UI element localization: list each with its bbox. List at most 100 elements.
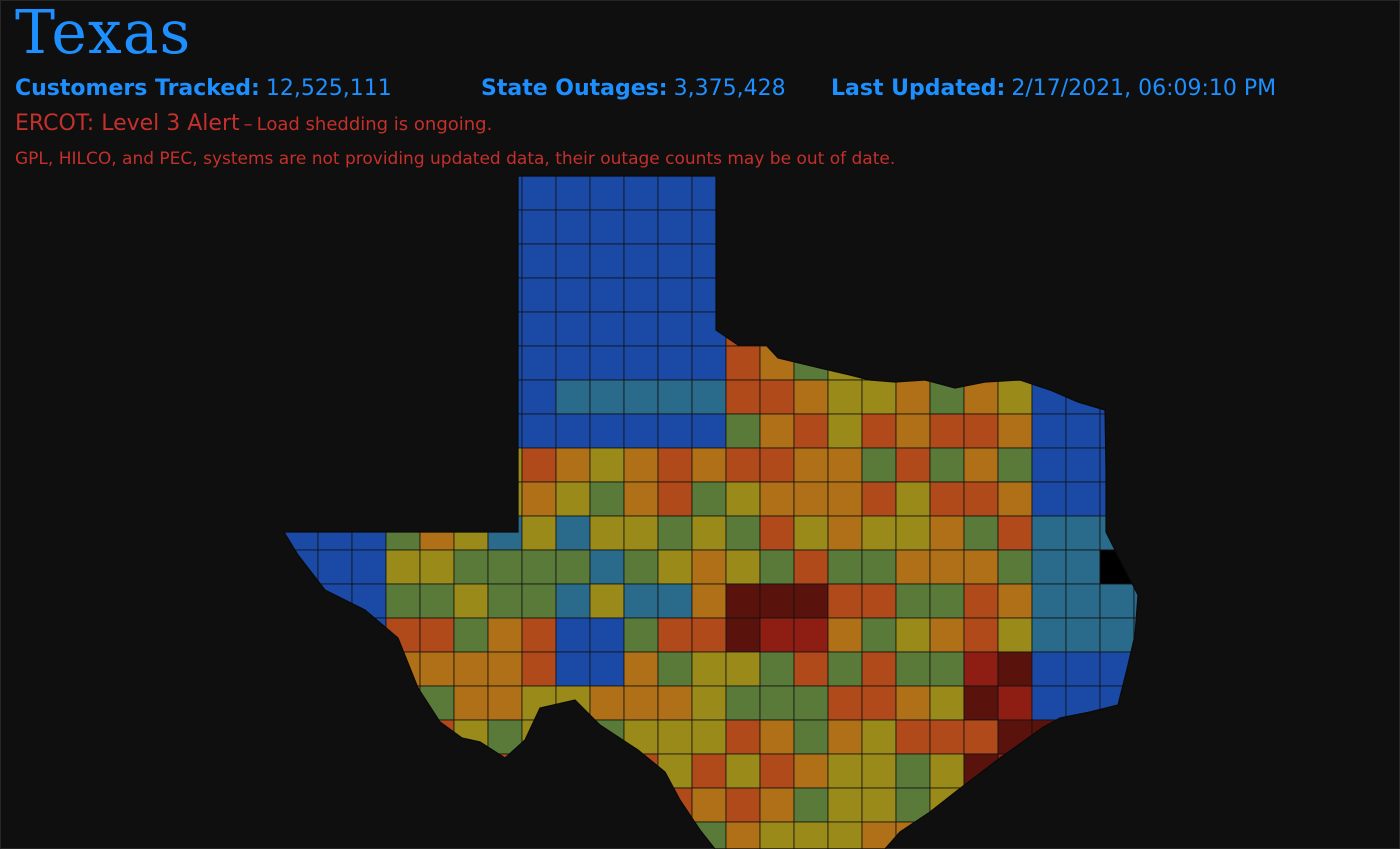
- county-region[interactable]: [623, 753, 659, 789]
- county-region[interactable]: [895, 515, 931, 551]
- county-region[interactable]: [351, 753, 387, 789]
- county-region[interactable]: [793, 685, 829, 721]
- county-region[interactable]: [1031, 311, 1067, 347]
- county-region[interactable]: [1133, 481, 1168, 517]
- county-region[interactable]: [419, 345, 455, 381]
- county-region[interactable]: [827, 651, 863, 687]
- county-region[interactable]: [284, 209, 319, 245]
- county-region[interactable]: [861, 413, 897, 449]
- county-region[interactable]: [1099, 753, 1135, 789]
- county-region[interactable]: [997, 651, 1033, 687]
- county-region[interactable]: [284, 515, 319, 551]
- county-region[interactable]: [997, 753, 1033, 789]
- county-region[interactable]: [284, 413, 319, 449]
- county-region[interactable]: [657, 209, 693, 245]
- county-region[interactable]: [861, 311, 897, 347]
- county-region[interactable]: [419, 379, 455, 415]
- county-region[interactable]: [793, 583, 829, 619]
- county-region[interactable]: [691, 379, 727, 415]
- county-region[interactable]: [284, 821, 319, 849]
- county-region[interactable]: [555, 209, 591, 245]
- county-region[interactable]: [1031, 243, 1067, 279]
- county-region[interactable]: [385, 209, 421, 245]
- county-region[interactable]: [385, 413, 421, 449]
- county-region[interactable]: [521, 549, 557, 585]
- county-region[interactable]: [827, 345, 863, 381]
- county-region[interactable]: [351, 311, 387, 347]
- county-region[interactable]: [1099, 719, 1135, 755]
- county-region[interactable]: [657, 243, 693, 279]
- county-region[interactable]: [385, 583, 421, 619]
- county-region[interactable]: [589, 583, 625, 619]
- county-region[interactable]: [657, 277, 693, 313]
- county-region[interactable]: [657, 583, 693, 619]
- county-region[interactable]: [487, 311, 523, 347]
- county-region[interactable]: [759, 413, 795, 449]
- county-region[interactable]: [1065, 481, 1101, 517]
- county-region[interactable]: [963, 651, 999, 687]
- county-region[interactable]: [725, 413, 761, 449]
- county-region[interactable]: [963, 447, 999, 483]
- county-region[interactable]: [759, 209, 795, 245]
- county-region[interactable]: [419, 685, 455, 721]
- county-region[interactable]: [623, 719, 659, 755]
- county-region[interactable]: [1065, 209, 1101, 245]
- county-region[interactable]: [997, 379, 1033, 415]
- county-region[interactable]: [487, 413, 523, 449]
- county-region[interactable]: [1133, 821, 1168, 849]
- county-region[interactable]: [453, 651, 489, 687]
- county-region[interactable]: [827, 719, 863, 755]
- county-region[interactable]: [453, 583, 489, 619]
- county-region[interactable]: [895, 549, 931, 585]
- county-region[interactable]: [1031, 277, 1067, 313]
- county-region[interactable]: [1099, 821, 1135, 849]
- county-region[interactable]: [963, 753, 999, 789]
- county-region[interactable]: [555, 515, 591, 551]
- county-region[interactable]: [1099, 379, 1135, 415]
- county-region[interactable]: [861, 685, 897, 721]
- county-region[interactable]: [487, 685, 523, 721]
- county-region[interactable]: [1133, 515, 1168, 551]
- county-region[interactable]: [623, 345, 659, 381]
- county-region[interactable]: [657, 515, 693, 551]
- county-region[interactable]: [997, 617, 1033, 653]
- county-region[interactable]: [895, 821, 931, 849]
- county-region[interactable]: [385, 719, 421, 755]
- county-region[interactable]: [997, 719, 1033, 755]
- county-region[interactable]: [691, 481, 727, 517]
- county-region[interactable]: [317, 345, 353, 381]
- county-region[interactable]: [861, 821, 897, 849]
- county-region[interactable]: [419, 243, 455, 279]
- county-region[interactable]: [385, 821, 421, 849]
- county-region[interactable]: [997, 311, 1033, 347]
- county-region[interactable]: [589, 685, 625, 721]
- county-region[interactable]: [997, 243, 1033, 279]
- county-region[interactable]: [385, 549, 421, 585]
- county-region[interactable]: [997, 549, 1033, 585]
- county-region[interactable]: [725, 651, 761, 687]
- county-region[interactable]: [521, 481, 557, 517]
- county-region[interactable]: [385, 447, 421, 483]
- county-region[interactable]: [929, 685, 965, 721]
- county-region[interactable]: [589, 243, 625, 279]
- county-region[interactable]: [997, 209, 1033, 245]
- county-region[interactable]: [487, 719, 523, 755]
- county-region[interactable]: [759, 719, 795, 755]
- county-region[interactable]: [351, 176, 387, 211]
- county-region[interactable]: [453, 345, 489, 381]
- county-region[interactable]: [317, 481, 353, 517]
- county-region[interactable]: [317, 515, 353, 551]
- county-region[interactable]: [657, 651, 693, 687]
- county-region[interactable]: [929, 413, 965, 449]
- county-region[interactable]: [555, 243, 591, 279]
- county-region[interactable]: [827, 311, 863, 347]
- county-region[interactable]: [351, 651, 387, 687]
- county-region[interactable]: [997, 583, 1033, 619]
- county-region[interactable]: [929, 447, 965, 483]
- county-region[interactable]: [453, 753, 489, 789]
- county-region[interactable]: [521, 685, 557, 721]
- county-region[interactable]: [895, 311, 931, 347]
- county-region[interactable]: [555, 787, 591, 823]
- county-region[interactable]: [419, 209, 455, 245]
- county-region[interactable]: [623, 617, 659, 653]
